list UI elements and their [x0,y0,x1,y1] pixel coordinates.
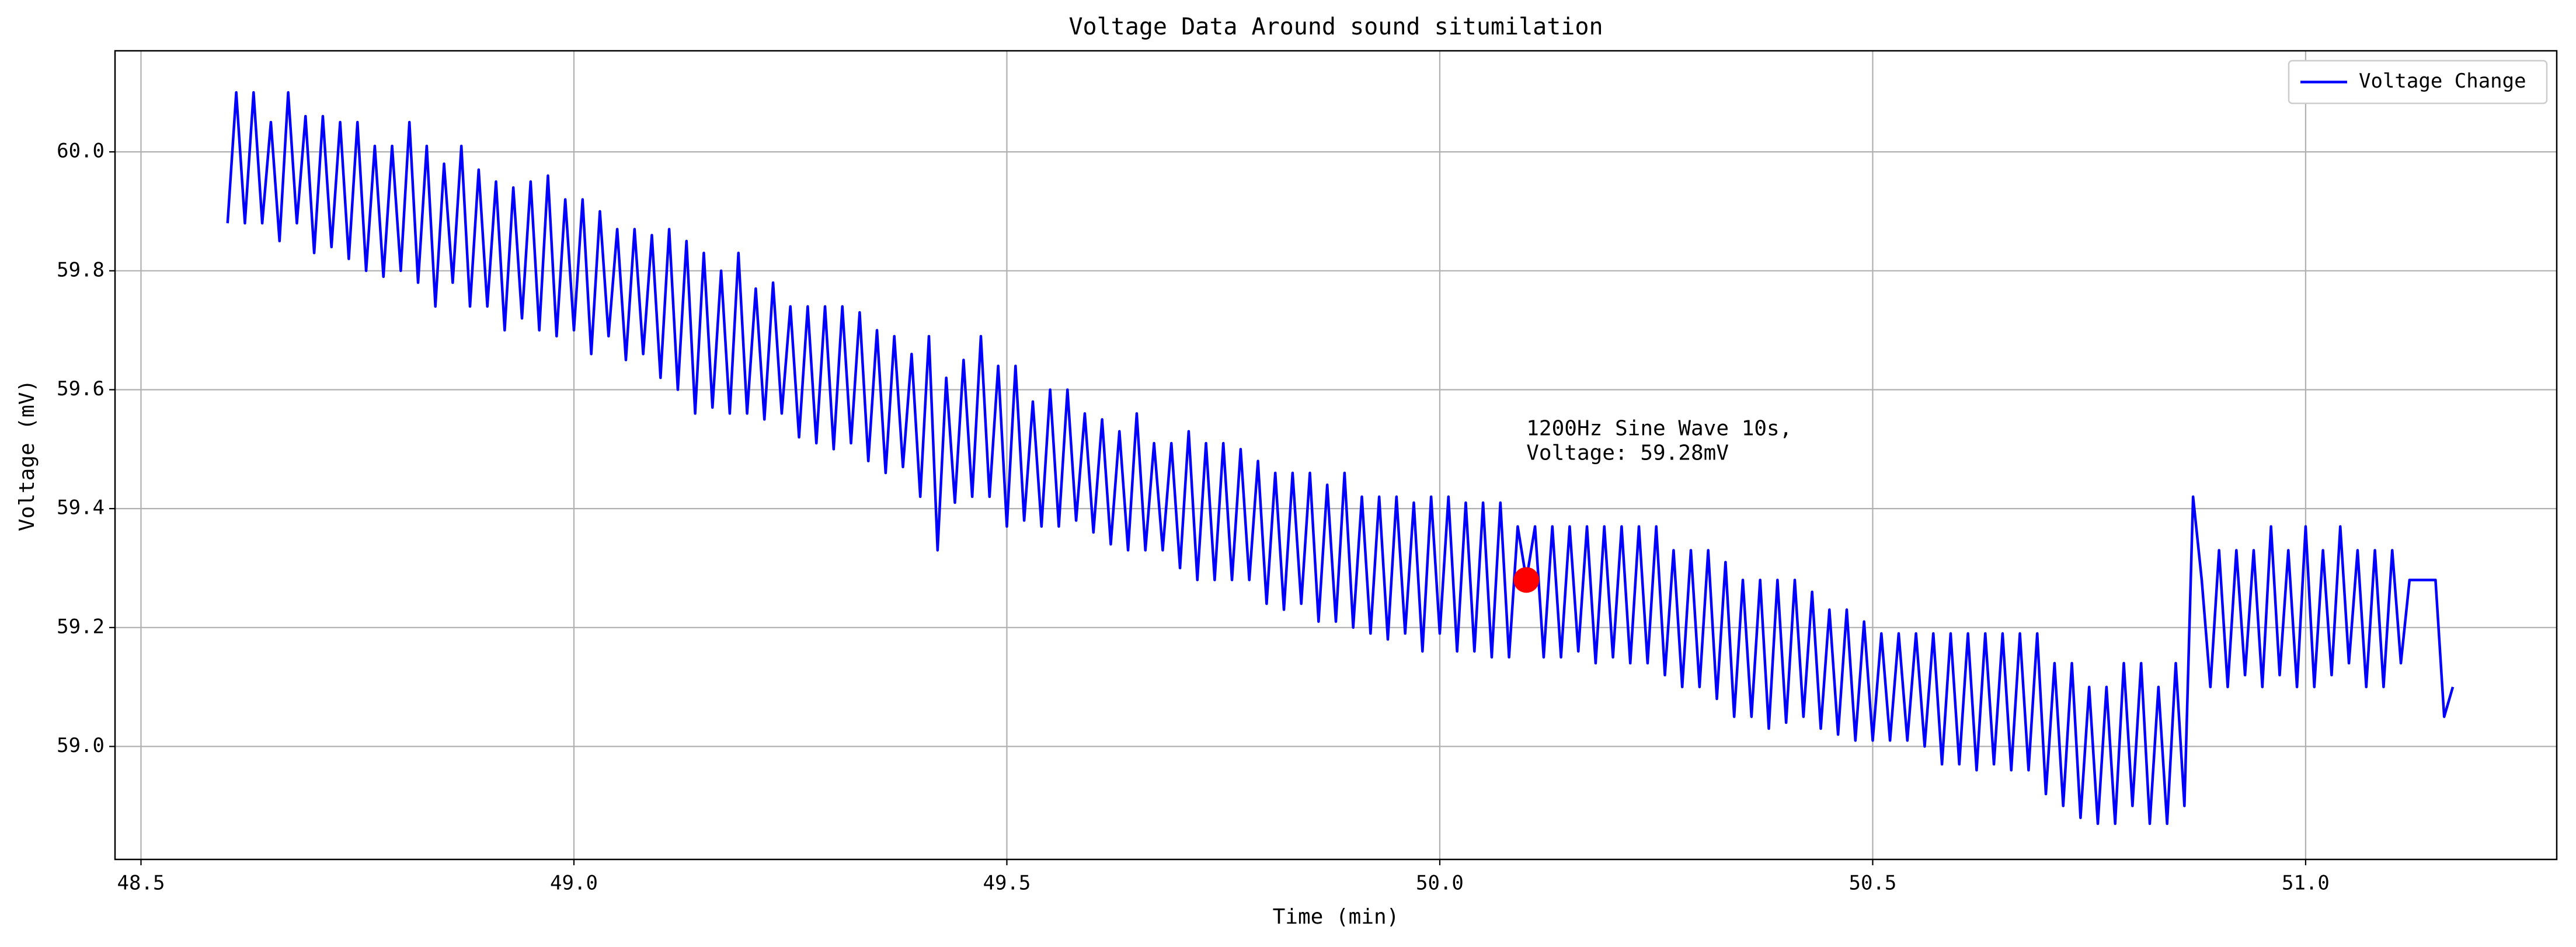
y-tick-label: 59.2 [57,615,105,638]
x-tick-label: 51.0 [2282,872,2330,895]
annotation-text: Voltage: 59.28mV [1526,441,1729,465]
data-line [226,91,2455,826]
x-tick-label: 50.5 [1849,872,1897,895]
chart-title: Voltage Data Around sound situmilation [1068,13,1603,40]
annotation-marker [1513,567,1540,593]
x-tick-label: 50.0 [1416,872,1464,895]
y-tick-label: 59.6 [57,377,105,401]
y-tick-label: 59.4 [57,496,105,520]
annotation-text: 1200Hz Sine Wave 10s, [1526,416,1792,440]
y-tick-label: 59.8 [57,258,105,281]
x-tick-label: 49.0 [550,872,598,895]
y-tick-label: 60.0 [57,140,105,163]
x-tick-label: 49.5 [983,872,1031,895]
legend-label: Voltage Change [2359,69,2526,93]
legend-box [2288,60,2548,105]
plot-frame [114,50,2558,861]
y-axis-label: Voltage (mV) [15,380,39,531]
x-tick-label: 48.5 [117,872,165,895]
x-axis-label: Time (min) [1273,905,1400,929]
y-tick-label: 59.0 [57,734,105,757]
